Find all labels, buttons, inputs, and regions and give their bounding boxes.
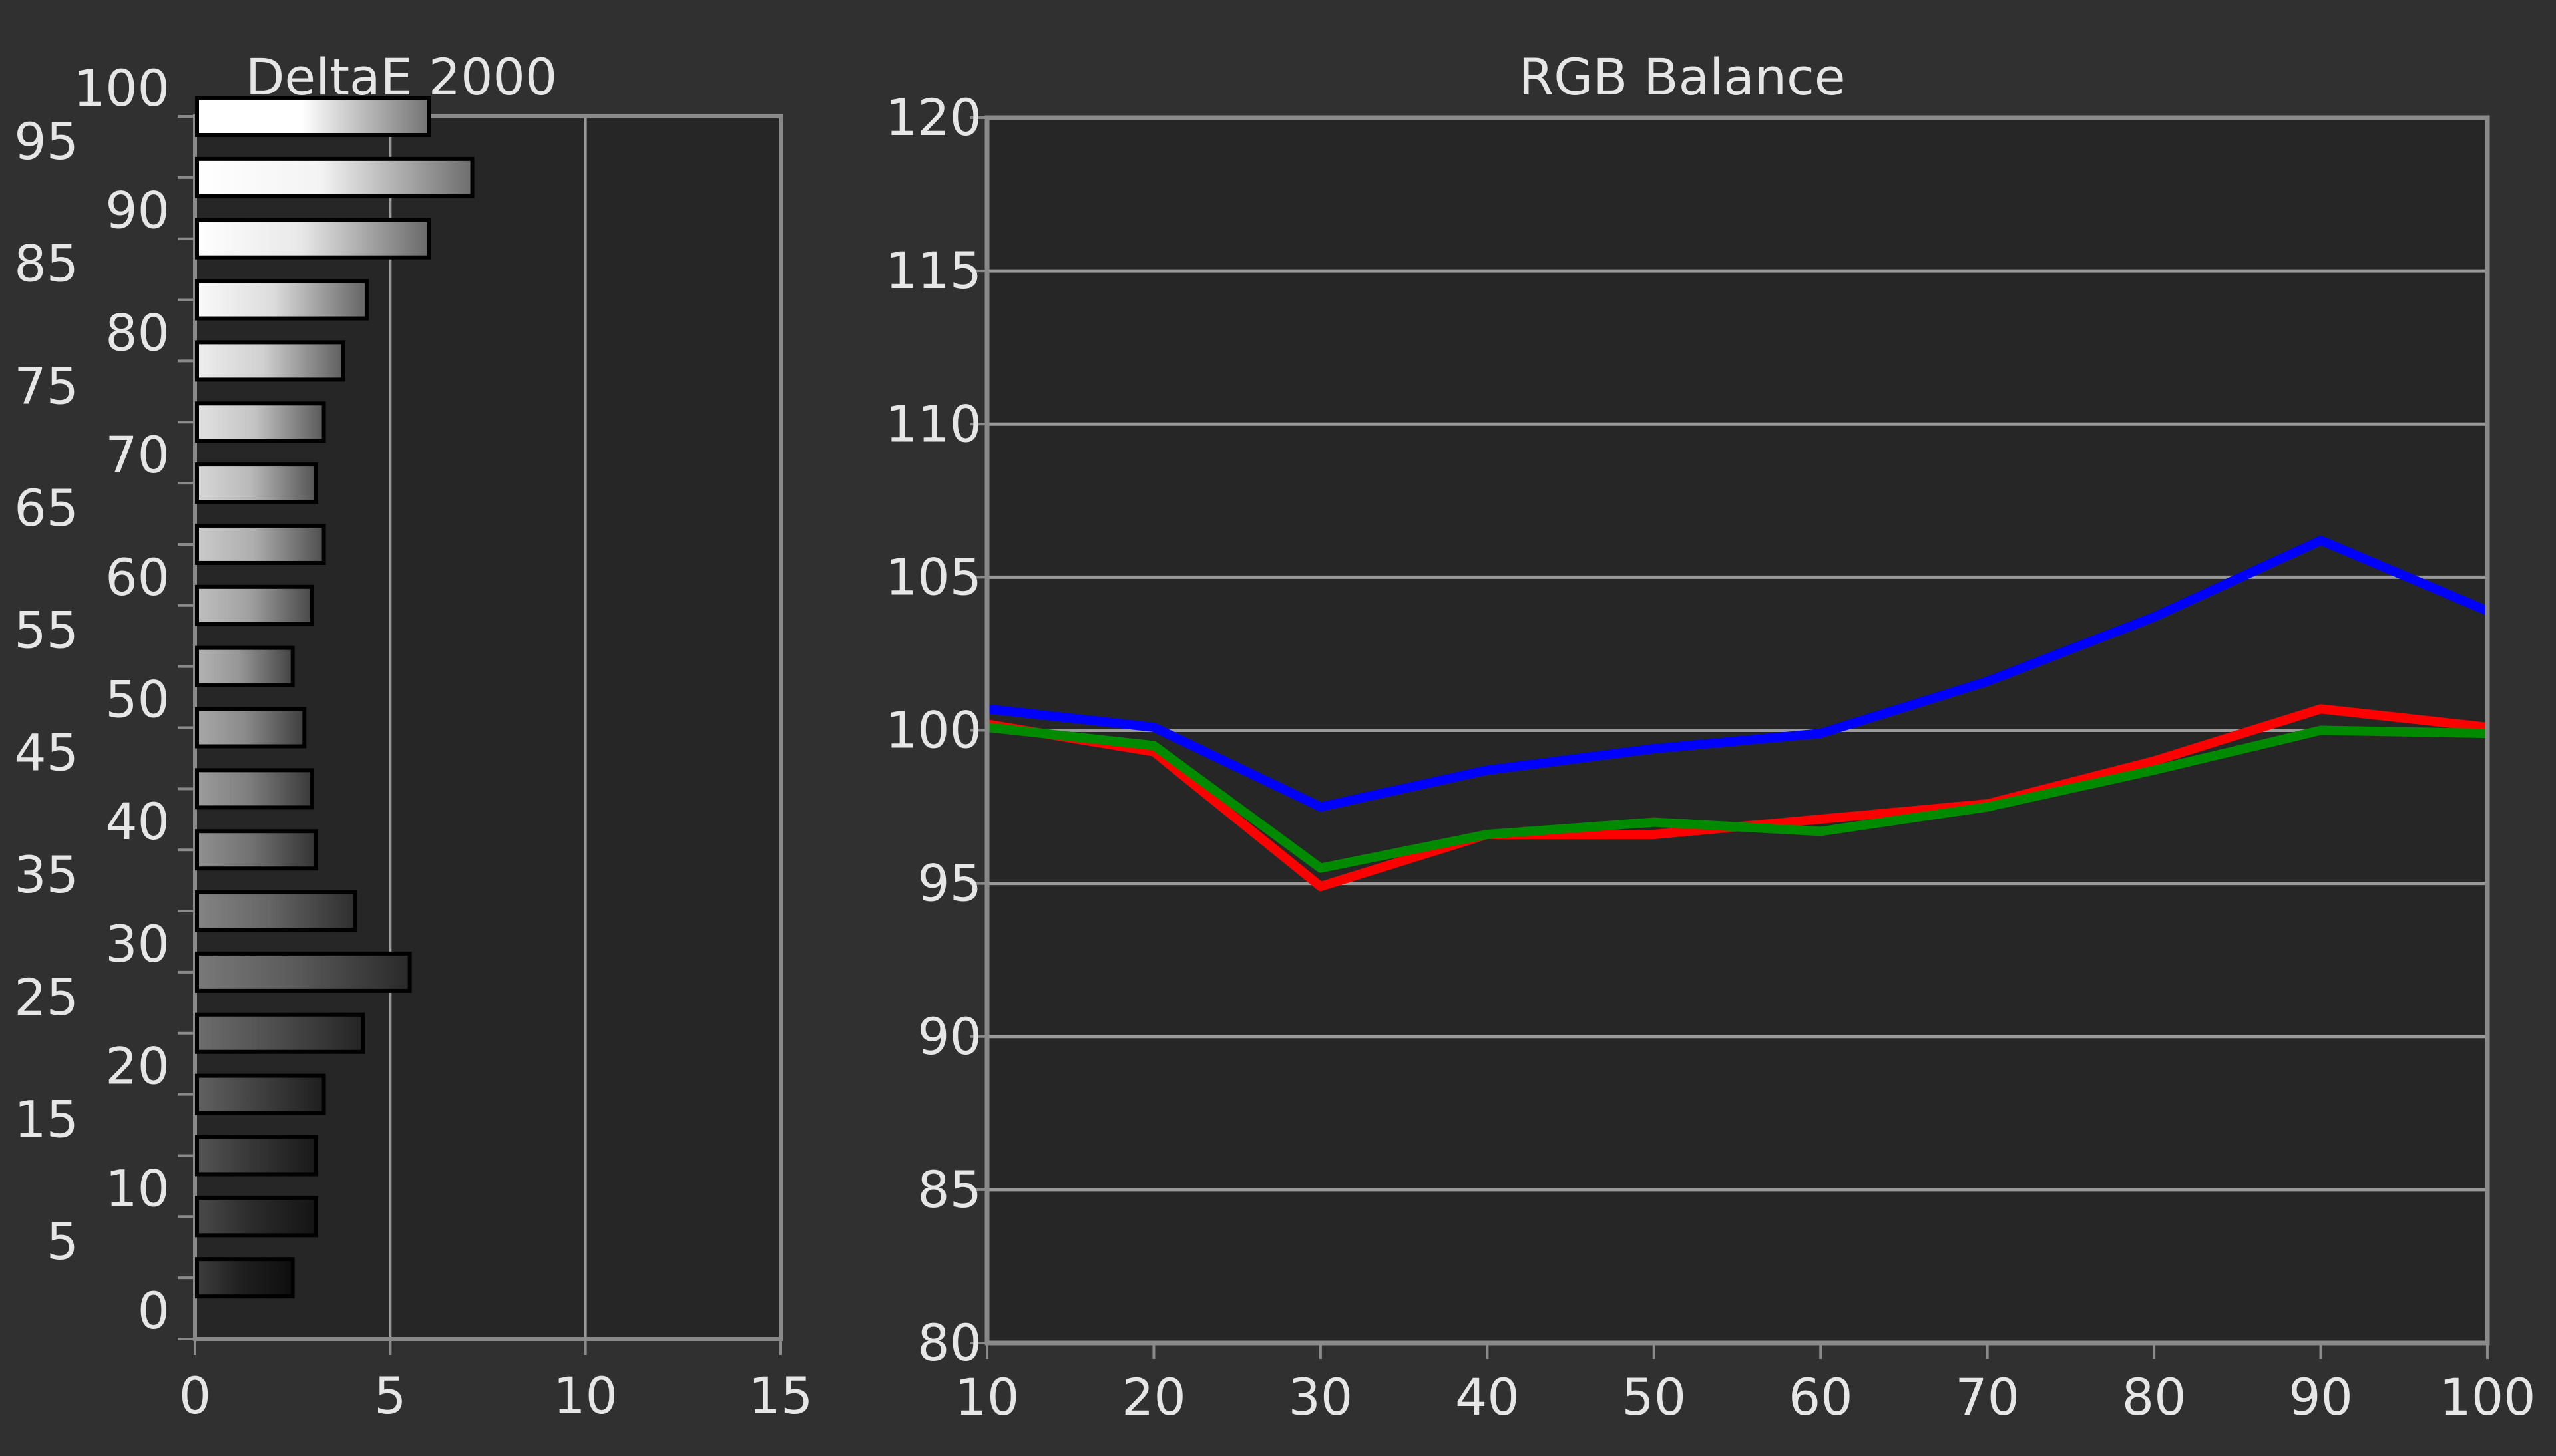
rgb-y-tick-label: 115 [885, 241, 982, 300]
rgb-y-tick-label: 105 [885, 547, 982, 606]
rgb-x-tick-label: 40 [1455, 1367, 1520, 1427]
rgb-x-tick-label: 60 [1789, 1367, 1853, 1427]
deltae-y-tick-label: 70 [105, 425, 170, 484]
deltae-bar [195, 829, 318, 871]
deltae-y-tick-label: 90 [105, 181, 170, 240]
deltae-bar [195, 1196, 318, 1238]
rgb-y-tick-label: 120 [885, 88, 982, 147]
deltae-bar [195, 340, 345, 382]
deltae-y-tick-label: 15 [14, 1089, 79, 1149]
deltae-bar [195, 401, 326, 443]
deltae-y-tick-label: 10 [105, 1159, 170, 1218]
rgb-frame [984, 115, 2490, 1346]
deltae-y-tick-label: 80 [105, 303, 170, 362]
rgb-y-tick-label: 90 [917, 1007, 982, 1066]
rgb-y-tick-label: 80 [917, 1313, 982, 1372]
rgb-chart-title: RGB Balance [1518, 47, 1845, 106]
deltae-bar [195, 1012, 365, 1054]
deltae-bar [195, 279, 369, 321]
rgb-x-tick-label: 10 [955, 1367, 1020, 1427]
deltae-bar [195, 584, 314, 626]
deltae-y-tick-label: 20 [105, 1037, 170, 1096]
deltae-bar [195, 768, 314, 810]
deltae-chart: 0510152025303540455055606570758085909510… [14, 59, 813, 1425]
deltae-x-tick-label: 15 [749, 1366, 813, 1425]
rgb-y-tick-label: 95 [917, 854, 982, 913]
deltae-y-tick-label: 25 [14, 968, 79, 1027]
deltae-bar [195, 1073, 326, 1115]
deltae-y-tick-label: 100 [73, 59, 170, 118]
deltae-y-tick-label: 0 [138, 1281, 170, 1340]
deltae-y-tick-label: 30 [105, 914, 170, 974]
deltae-x-tick-label: 0 [179, 1366, 211, 1425]
rgb-balance-chart: 80 85 90 95 100 105 110 115 120 10 20 30 40 50 60 70 80 9… [885, 88, 2536, 1427]
deltae-bar [195, 707, 307, 749]
deltae-x-tick-label: 5 [374, 1366, 406, 1425]
deltae-x-tick-label: 10 [553, 1366, 618, 1425]
rgb-x-tick-label: 80 [2122, 1367, 2187, 1427]
deltae-bar [195, 523, 326, 565]
deltae-y-tick-label: 35 [14, 845, 79, 904]
deltae-bar [195, 890, 357, 932]
deltae-bar [195, 156, 475, 198]
rgb-blue-line [987, 536, 2487, 812]
deltae-y-tick-label: 75 [14, 356, 79, 415]
deltae-y-tick-label: 45 [14, 723, 79, 782]
rgb-x-tick-label: 50 [1621, 1367, 1686, 1427]
deltae-y-tick-label: 55 [14, 601, 79, 660]
rgb-y-tick-label: 110 [885, 394, 982, 453]
deltae-y-tick-label: 40 [105, 792, 170, 851]
rgb-x-tick-label: 90 [2288, 1367, 2353, 1427]
deltae-y-tick-label: 5 [47, 1212, 79, 1271]
deltae-bar [195, 96, 431, 137]
deltae-y-tick-label: 95 [14, 112, 79, 171]
deltae-bar [195, 462, 318, 504]
deltae-y-tick-label: 85 [14, 234, 79, 293]
rgb-x-tick-label: 20 [1122, 1367, 1186, 1427]
rgb-x-tick-label: 30 [1289, 1367, 1353, 1427]
deltae-bar [195, 1257, 295, 1299]
deltae-bar [195, 951, 412, 993]
rgb-y-tick-label: 100 [885, 701, 982, 760]
rgb-x-tick-label: 100 [2439, 1367, 2535, 1427]
deltae-bar [195, 218, 431, 260]
deltae-y-tick-label: 60 [105, 548, 170, 607]
deltae-y-tick-label: 50 [105, 670, 170, 729]
rgb-y-tick-label: 85 [917, 1160, 982, 1219]
deltae-bar [195, 1135, 318, 1177]
rgb-x-tick-label: 70 [1955, 1367, 2020, 1427]
deltae-bar [195, 645, 295, 687]
rgb-green-line [987, 722, 2487, 873]
deltae-y-tick-label: 65 [14, 478, 79, 538]
